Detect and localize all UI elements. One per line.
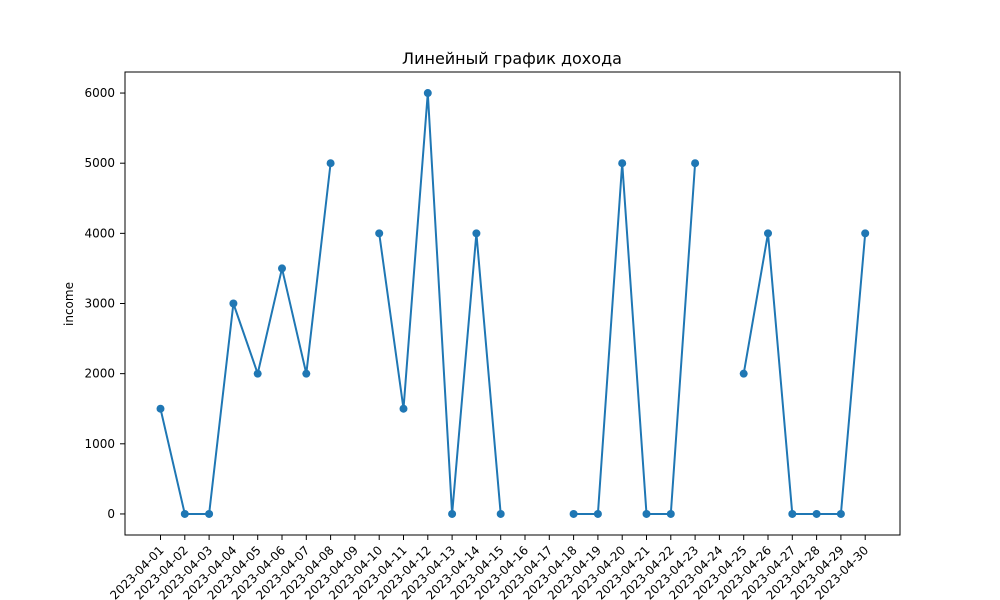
income-data-point (836, 509, 845, 518)
y-axis-label: income (62, 282, 76, 326)
income-data-point (666, 509, 675, 518)
income-data-point (788, 509, 797, 518)
income-data-point (156, 404, 165, 413)
chart-title: Линейный график дохода (402, 49, 622, 68)
income-data-point (618, 159, 627, 168)
income-data-point (253, 369, 262, 378)
y-axis-ticks: 0 1000 2000 3000 4000 5000 6000 (84, 86, 125, 521)
income-data-point (326, 159, 335, 168)
income-line-segment (378, 92, 502, 515)
income-data-point (375, 229, 384, 238)
income-data-point (739, 369, 748, 378)
y-tick-label: 4000 (84, 226, 115, 240)
income-series (156, 89, 870, 518)
plot-area-frame (124, 71, 901, 536)
income-data-point (593, 509, 602, 518)
y-tick-label: 1000 (84, 437, 115, 451)
income-data-point (399, 404, 408, 413)
income-data-point (812, 509, 821, 518)
income-data-point (764, 229, 772, 238)
x-axis-ticks: 2023-04-012023-04-022023-04-032023-04-04… (107, 535, 871, 600)
income-line-segment (159, 162, 332, 515)
y-tick-label: 6000 (84, 86, 115, 100)
income-data-point (205, 509, 214, 518)
income-data-point (423, 89, 432, 98)
income-data-point (180, 509, 189, 518)
y-tick-label: 3000 (84, 297, 115, 311)
y-tick-label: 2000 (84, 367, 115, 381)
income-line-segment (742, 232, 867, 515)
income-data-point (278, 264, 286, 273)
income-data-point (569, 509, 578, 518)
income-data-point (861, 229, 870, 238)
income-data-point (642, 509, 651, 518)
income-data-point (302, 369, 311, 378)
income-data-point (229, 299, 238, 308)
income-data-point (691, 159, 700, 168)
y-tick-label: 0 (107, 507, 115, 521)
income-data-point (472, 229, 481, 238)
income-data-point (448, 509, 457, 518)
y-tick-label: 5000 (84, 156, 115, 170)
income-line-segment (572, 162, 697, 515)
income-data-point (496, 509, 505, 518)
